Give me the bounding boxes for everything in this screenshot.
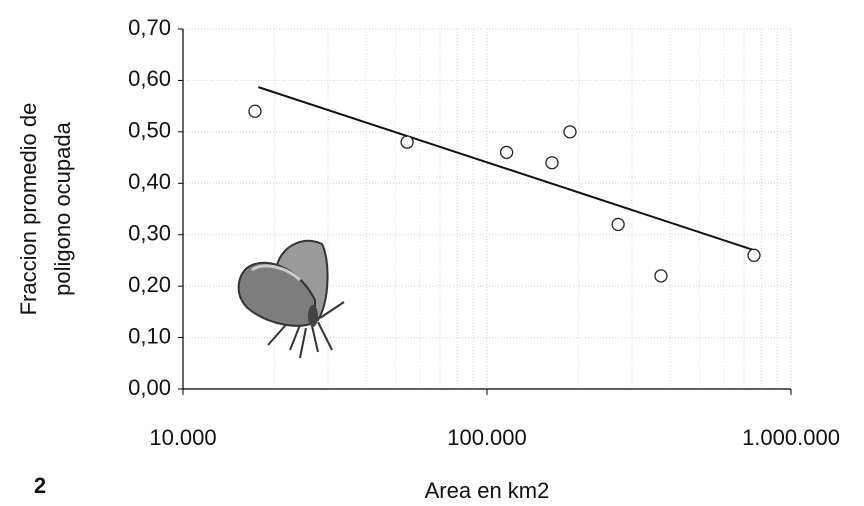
y-axis-label: poligono ocupada <box>50 121 75 295</box>
data-point <box>545 156 559 170</box>
data-point <box>654 269 668 283</box>
x-tick-label: 100.000 <box>447 425 527 450</box>
data-point <box>499 145 514 160</box>
y-tick-label: 0,60 <box>128 66 171 91</box>
data-point <box>563 125 577 139</box>
y-tick-label: 0,20 <box>128 272 171 297</box>
y-tick-label: 0,30 <box>128 221 171 246</box>
y-tick-label: 0,00 <box>128 375 171 400</box>
panel-label: 2 <box>34 473 46 498</box>
data-point <box>611 217 625 232</box>
y-axis-label: Fraccion promedio de <box>16 103 41 316</box>
x-tick-label: 1.000.000 <box>742 425 840 450</box>
trendline <box>258 86 755 252</box>
x-tick-label: 10.000 <box>149 425 216 450</box>
x-axis-label: Area en km2 <box>425 478 550 503</box>
data-point <box>747 248 761 262</box>
y-tick-label: 0,10 <box>128 323 171 348</box>
data-point <box>400 135 414 149</box>
y-tick-label: 0,40 <box>128 169 171 194</box>
y-tick-label: 0,70 <box>128 15 171 40</box>
y-tick-label: 0,50 <box>128 118 171 143</box>
butterfly-illustration <box>237 239 345 359</box>
data-point <box>248 104 262 118</box>
